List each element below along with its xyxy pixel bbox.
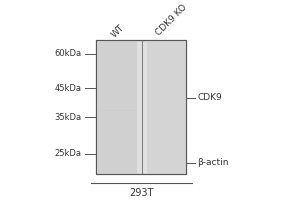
Text: 35kDa: 35kDa: [55, 113, 82, 122]
Text: 45kDa: 45kDa: [55, 84, 82, 93]
Bar: [99, 110, 136, 111]
Text: 60kDa: 60kDa: [55, 49, 82, 58]
Text: CDK9: CDK9: [198, 93, 222, 102]
Bar: [98, 40, 136, 174]
Bar: [147, 40, 186, 174]
Bar: [97, 40, 186, 174]
Text: CDK9 KO: CDK9 KO: [154, 3, 189, 38]
Text: 293T: 293T: [129, 188, 153, 198]
Text: 25kDa: 25kDa: [55, 149, 82, 158]
Bar: [99, 110, 136, 111]
Bar: [97, 40, 186, 174]
Bar: [99, 110, 136, 111]
Bar: [99, 110, 136, 111]
Bar: [99, 110, 136, 111]
Text: WT: WT: [110, 23, 126, 39]
Bar: [99, 110, 136, 111]
Text: β-actin: β-actin: [198, 158, 229, 167]
Bar: [99, 110, 136, 111]
Bar: [99, 110, 136, 111]
